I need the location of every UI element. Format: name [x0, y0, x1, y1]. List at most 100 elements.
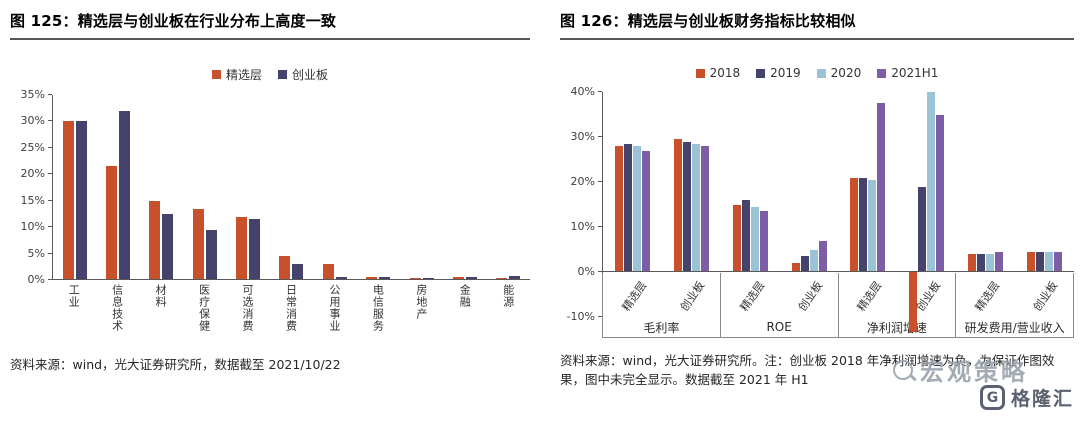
tick-mark [48, 94, 52, 95]
x-axis-label: 精选层 [737, 279, 767, 314]
bar [868, 179, 877, 272]
bar-slot [162, 95, 174, 280]
legend-swatch [756, 68, 766, 78]
y-axis-tick: 40% [571, 85, 602, 98]
y-axis-tick: 25% [21, 141, 52, 154]
bar-slot [673, 92, 682, 317]
bar [236, 216, 248, 280]
figure-125-panel: 图 125：精选层与创业板在行业分布上高度一致 精选层 创业板 35% 30% 25%… [10, 10, 530, 374]
bar-slot [868, 92, 877, 317]
bar-slot [322, 95, 334, 280]
bar [700, 146, 709, 272]
bar-slot [1054, 92, 1063, 317]
bar-slot [741, 92, 750, 317]
bar-group [1015, 92, 1074, 317]
figure-125-source: 资料来源：wind，光大证券研究所，数据截至 2021/10/22 [10, 357, 341, 372]
y-axis-label: 30% [20, 114, 45, 128]
bar-slot [909, 92, 918, 332]
legend-label: 2021H1 [891, 66, 939, 80]
y-axis-tick: 5% [28, 247, 52, 260]
bar [249, 219, 261, 280]
bar-slot [335, 95, 347, 280]
x-axis-label: 材料 [154, 284, 168, 308]
figure-126-chart: 40% 30% 20% 10% 0% -10% 精选层 创业板 精选层 创业板 精选层 创业板 精选层… [560, 85, 1074, 338]
x-axis-label: 房地产 [414, 284, 428, 320]
x-axis-cell: 精选层 [719, 273, 779, 317]
bar-slot [986, 92, 995, 317]
y-axis-label: 0% [27, 273, 45, 286]
bar [614, 146, 623, 272]
bar [818, 240, 827, 272]
y-axis-label: 20% [20, 167, 45, 181]
bar-slot [509, 95, 521, 280]
legend-item: 精选层 [211, 66, 262, 83]
watermark-text: 宏观策略 [920, 358, 1028, 386]
bar [62, 121, 74, 280]
tick-mark [48, 226, 52, 228]
axis-group-label: 净利润增速 [837, 317, 956, 337]
bar [691, 143, 700, 272]
y-axis-tick: -10% [567, 310, 602, 323]
bar-slot [1027, 92, 1036, 317]
gelonghui-logo-icon: G [979, 385, 1005, 410]
tick-mark [48, 252, 52, 254]
figure-126-panel: 图 126：精选层与创业板财务指标比较相似 2018 2019 2020 2021H1… [560, 10, 1074, 390]
tick-mark [48, 199, 52, 201]
x-axis-cell: 精选层 [602, 273, 661, 317]
bar [732, 204, 741, 272]
x-axis-label: 创业板 [1031, 279, 1061, 314]
tick-mark [48, 173, 52, 175]
bar-slot [818, 92, 827, 317]
y-axis-tick: 35% [21, 88, 52, 101]
x-axis-cell: 材料 [139, 284, 182, 342]
legend-label: 2018 [709, 66, 741, 80]
y-axis-tick: 15% [21, 194, 52, 207]
x-axis-labels: 精选层 创业板 精选层 创业板 精选层 创业板 精选层 创业板 [602, 273, 1074, 317]
bar [149, 200, 161, 280]
figure-125-legend: 精选层 创业板 [10, 66, 530, 83]
x-axis-label: 工业 [67, 284, 81, 308]
bar-slot [1045, 92, 1054, 317]
x-axis-cell: 工业 [52, 284, 95, 342]
bar [322, 264, 334, 280]
bar [1045, 251, 1054, 272]
x-axis-label: 金融 [458, 284, 472, 308]
x-axis-label: 日常消费 [284, 284, 298, 332]
x-axis-cell: 可选消费 [226, 284, 269, 342]
plot-area [602, 92, 1074, 332]
y-axis-label: 40% [570, 85, 595, 98]
y-axis-label: 30% [570, 130, 595, 143]
bar-slot [759, 92, 768, 317]
legend-item: 2020 [816, 66, 861, 80]
tick-mark [598, 316, 602, 317]
bar [366, 277, 378, 280]
bar-slot [422, 95, 434, 280]
bar [335, 277, 347, 280]
bar-slot [614, 92, 623, 317]
bar-slot [236, 95, 248, 280]
bar-group [487, 95, 530, 280]
x-axis-cell: 精选层 [955, 273, 1014, 317]
figure-126-source: 资料来源：wind，光大证券研究所。注：创业板 2018 年净利润增速为负，为保… [560, 353, 1055, 388]
bar [673, 139, 682, 272]
bar [936, 114, 945, 272]
bar-slot [205, 95, 217, 280]
bar-slot [732, 92, 741, 317]
legend-swatch [211, 70, 221, 79]
gelonghui-logo-text: 格隆汇 [1010, 388, 1074, 410]
bar-slot [292, 95, 304, 280]
bar-group [140, 95, 183, 280]
x-axis-labels: 工业 信息技术 材料 医疗保健 可选消费 日常消费 公用事业 电信服务 房地产 金融 能源 [52, 280, 530, 342]
y-axis-tick: 10% [571, 220, 602, 233]
bar-group [897, 92, 956, 332]
x-axis-cell: 信息技术 [95, 284, 138, 342]
x-axis-label: 可选消费 [241, 284, 255, 332]
y-axis-label: 25% [20, 140, 45, 154]
x-axis-cell: 医疗保健 [182, 284, 225, 342]
bar-slot [496, 95, 508, 280]
bar [509, 276, 521, 280]
y-axis-label: 10% [20, 220, 45, 234]
bars-layer [603, 92, 1074, 332]
legend-item: 2018 [695, 66, 741, 80]
